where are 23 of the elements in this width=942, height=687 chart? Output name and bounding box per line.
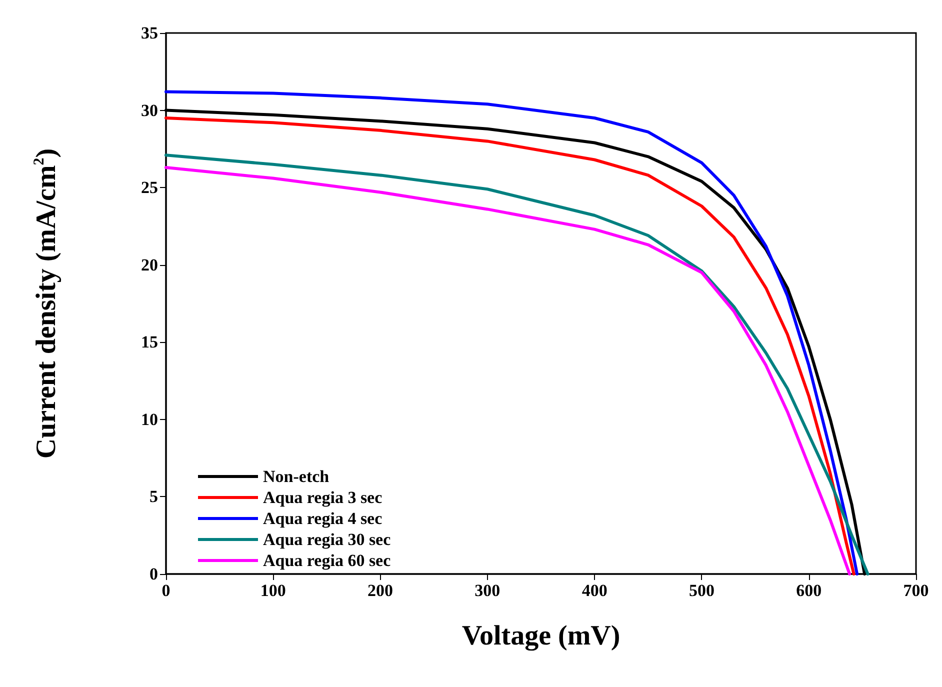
x-tick-label: 200 (368, 581, 394, 600)
x-axis-title: Voltage (mV) (462, 620, 620, 652)
x-tick-label: 0 (162, 581, 170, 600)
x-tick-label: 600 (796, 581, 822, 600)
legend-label: Aqua regia 3 sec (263, 488, 383, 507)
x-tick-label: 100 (260, 581, 286, 600)
y-tick-label: 30 (141, 100, 158, 120)
y-tick-label: 35 (141, 24, 158, 42)
y-tick-label: 20 (141, 255, 158, 274)
x-tick-label: 300 (474, 581, 500, 600)
y-tick-label: 25 (141, 178, 158, 198)
y-tick-label: 10 (141, 410, 158, 429)
y-axis-title: Current density (mA/cm2) (31, 148, 62, 459)
legend-label: Aqua regia 4 sec (263, 509, 383, 528)
x-tick-label: 500 (688, 581, 714, 600)
x-tick-label: 700 (903, 581, 929, 600)
legend-label: Non-etch (263, 467, 330, 486)
legend-label: Aqua regia 60 sec (263, 551, 392, 570)
legend-label: Aqua regia 30 sec (263, 530, 392, 549)
x-tick-label: 400 (582, 581, 608, 600)
y-tick-label: 5 (150, 487, 158, 506)
y-tick-label: 0 (150, 564, 158, 584)
y-tick-label: 15 (141, 332, 158, 352)
